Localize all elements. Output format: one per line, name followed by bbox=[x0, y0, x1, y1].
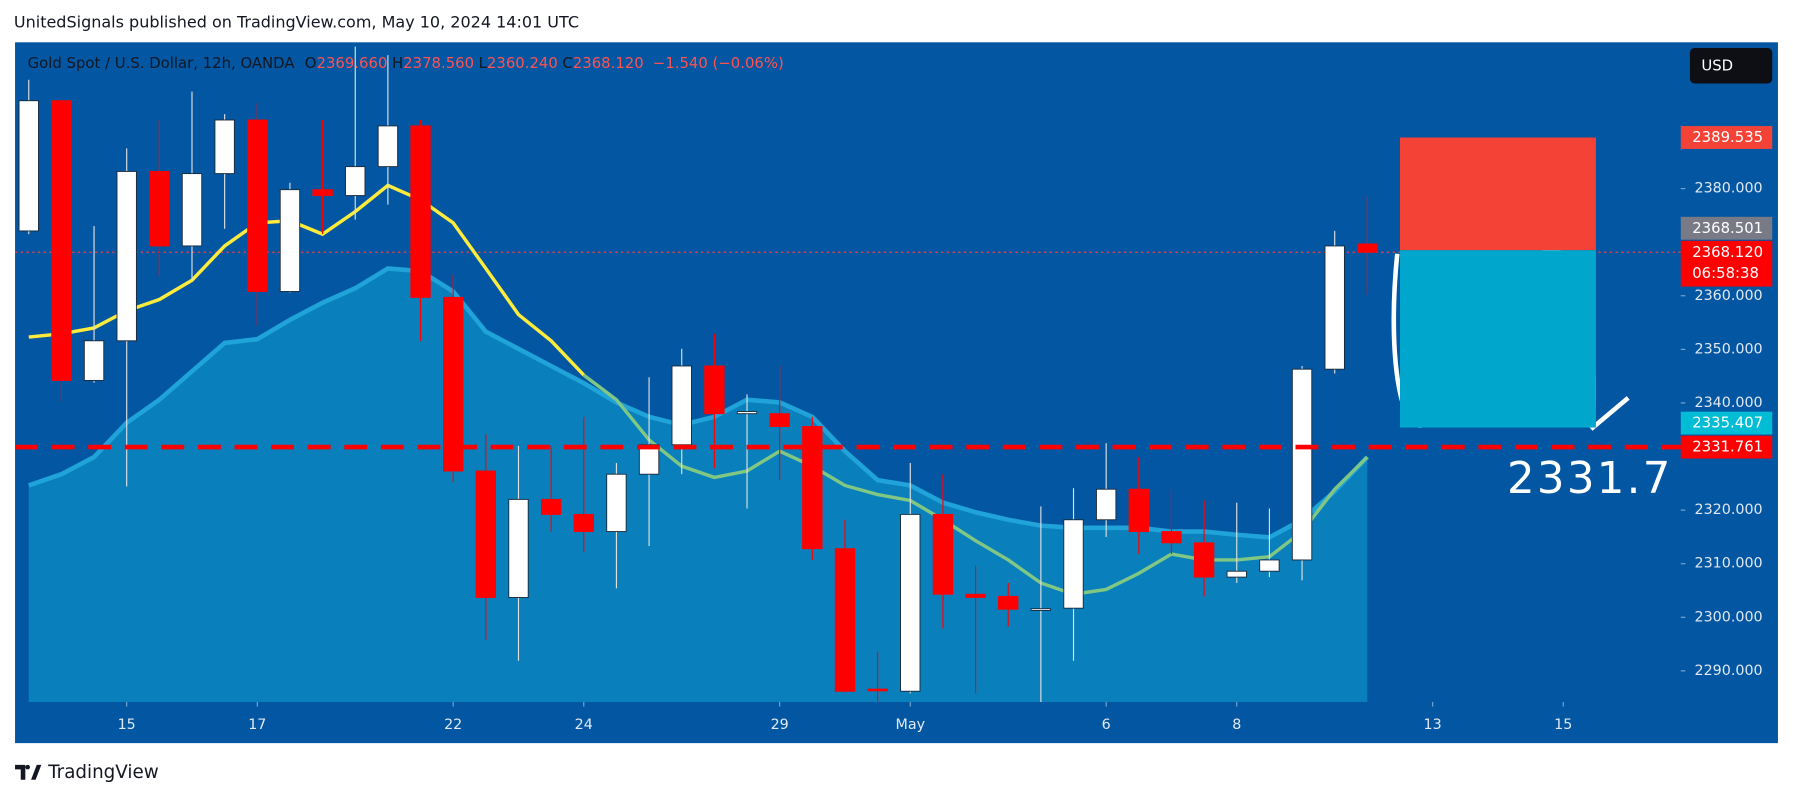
stop-zone bbox=[1400, 137, 1596, 251]
legend-text: Gold Spot / U.S. Dollar, 12h, OANDA O2369… bbox=[28, 54, 784, 72]
target-zone bbox=[1400, 250, 1596, 428]
candle-body bbox=[116, 170, 137, 342]
price-label: 2368.120 bbox=[1692, 243, 1763, 261]
price-label: 2368.501 bbox=[1692, 219, 1763, 237]
y-tick-label: 2320.000 bbox=[1695, 502, 1763, 518]
candle-body bbox=[1259, 559, 1280, 572]
x-tick-label: 22 bbox=[444, 717, 462, 733]
price-label: 2335.407 bbox=[1692, 414, 1763, 432]
candle-body bbox=[1030, 608, 1052, 611]
x-tick-label: 6 bbox=[1102, 717, 1111, 733]
x-tick-label: 17 bbox=[248, 717, 266, 733]
publish-header: UnitedSignals published on TradingView.c… bbox=[14, 12, 579, 31]
x-tick-label: 8 bbox=[1232, 717, 1241, 733]
legend: Gold Spot / U.S. Dollar, 12h, OANDA O2369… bbox=[28, 54, 784, 72]
candle-body bbox=[1357, 243, 1378, 253]
legend-value: 2378.560 bbox=[403, 54, 474, 72]
candle-body bbox=[1063, 519, 1084, 609]
price-label-box bbox=[1680, 435, 1773, 459]
candle-body bbox=[83, 340, 105, 381]
candle-body bbox=[998, 595, 1019, 610]
y-tick-label: 2300.000 bbox=[1695, 609, 1763, 625]
y-tick-label: 2350.000 bbox=[1695, 341, 1763, 357]
candle-body bbox=[1324, 245, 1345, 370]
legend-value: 2360.240 bbox=[487, 54, 558, 72]
candle-body bbox=[214, 119, 235, 175]
x-tick-label: 24 bbox=[575, 717, 593, 733]
candle-body bbox=[247, 119, 268, 292]
brand: TradingView bbox=[47, 762, 159, 783]
price-annotation: 2331.7 bbox=[1507, 454, 1673, 504]
candle-body bbox=[867, 688, 888, 692]
legend-key: O bbox=[305, 54, 317, 72]
candle-body bbox=[312, 189, 333, 197]
candle-body bbox=[410, 125, 431, 298]
legend-value: 2368.120 bbox=[573, 54, 644, 72]
candle-body bbox=[802, 426, 823, 550]
candle-body bbox=[606, 473, 627, 533]
candle-body bbox=[443, 296, 464, 472]
candle-body bbox=[1226, 570, 1247, 578]
price-label-box bbox=[1680, 411, 1773, 435]
candle-body bbox=[834, 548, 856, 692]
y-tick-label: 2360.000 bbox=[1695, 288, 1763, 304]
y-tick-label: 2290.000 bbox=[1695, 663, 1763, 679]
candle-body bbox=[900, 513, 921, 692]
x-tick-label: 15 bbox=[118, 717, 136, 733]
candle-body bbox=[149, 170, 170, 247]
candle-body bbox=[508, 498, 529, 598]
price-label: 2331.761 bbox=[1692, 438, 1763, 456]
legend-symbol: Gold Spot / U.S. Dollar, 12h, OANDA bbox=[28, 54, 296, 72]
y-tick-label: 2340.000 bbox=[1695, 395, 1763, 411]
price-label-box bbox=[1680, 126, 1773, 149]
currency-button[interactable] bbox=[1689, 48, 1773, 84]
candle-body bbox=[932, 513, 954, 595]
candle-body bbox=[769, 413, 790, 427]
x-tick-label: 13 bbox=[1424, 717, 1442, 733]
ma-area bbox=[28, 268, 1368, 702]
legend-key: H bbox=[392, 54, 403, 72]
tradingview-logo: TradingView bbox=[15, 762, 159, 783]
currency-label: USD bbox=[1701, 56, 1733, 74]
candle-body bbox=[377, 125, 399, 168]
price-label-box bbox=[1680, 240, 1773, 287]
candle-body bbox=[475, 470, 497, 598]
candle-body bbox=[671, 365, 692, 446]
x-tick-label: 15 bbox=[1554, 717, 1572, 733]
candle-body bbox=[1161, 531, 1182, 544]
legend-key: L bbox=[479, 54, 488, 72]
candle-body bbox=[181, 173, 203, 247]
price-label: 2389.535 bbox=[1692, 128, 1763, 146]
candle-body bbox=[1291, 368, 1313, 561]
candle-body bbox=[51, 100, 72, 381]
legend-change: −1.540 (−0.06%) bbox=[653, 54, 784, 72]
candle-body bbox=[18, 100, 39, 232]
y-tick-label: 2310.000 bbox=[1695, 556, 1763, 572]
y-tick-label: 2380.000 bbox=[1695, 181, 1763, 197]
price-label-box bbox=[1680, 216, 1773, 240]
countdown: 06:58:38 bbox=[1692, 264, 1759, 282]
candle-body bbox=[638, 444, 660, 475]
legend-key: C bbox=[562, 54, 572, 72]
candle-body bbox=[1128, 488, 1149, 533]
legend-value: 2369.660 bbox=[317, 54, 388, 72]
plot bbox=[15, 46, 1681, 702]
candle-body bbox=[1193, 542, 1215, 578]
logo-mark bbox=[15, 764, 42, 780]
x-tick-label: 29 bbox=[771, 717, 789, 733]
candle-body bbox=[573, 513, 594, 533]
candle-body bbox=[736, 411, 758, 415]
x-tick-label: May bbox=[896, 717, 926, 733]
candle-body bbox=[345, 166, 366, 197]
candle-body bbox=[1095, 488, 1117, 521]
candle-body bbox=[540, 498, 562, 515]
candle-body bbox=[965, 593, 986, 598]
candle-body bbox=[704, 365, 725, 415]
candle-body bbox=[279, 189, 301, 292]
